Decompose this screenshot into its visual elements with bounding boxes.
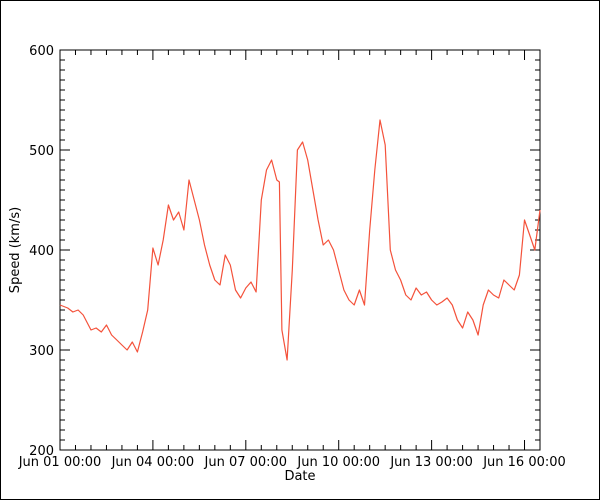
plot-border (59, 49, 541, 451)
y-tick-label: 300 (29, 344, 54, 359)
x-tick-label: Jun 07 00:00 (204, 455, 288, 470)
series-group (59, 119, 541, 361)
x-axis-ticks: Jun 01 00:00 Jun 04 00:00 Jun 07 00:00 Jun … (18, 50, 566, 470)
plot-area (59, 49, 541, 451)
x-tick-label: Jun 16 00:00 (482, 455, 566, 470)
x-tick-label: Jun 04 00:00 (111, 455, 195, 470)
y-axis-label: Speed (km/s) (8, 207, 23, 293)
y-tick-label: 600 (29, 44, 54, 59)
x-tick-label: Jun 13 00:00 (389, 455, 473, 470)
speed-series-line (59, 119, 541, 361)
y-tick-label: 500 (29, 144, 54, 159)
x-tick-label: Jun 10 00:00 (296, 455, 380, 470)
x-tick-label: Jun 01 00:00 (18, 455, 102, 470)
x-axis-label: Date (284, 469, 315, 484)
y-axis-ticks: 200 300 400 500 600 (29, 44, 540, 459)
y-tick-label: 400 (29, 244, 54, 259)
y-tick-label: 200 (29, 444, 54, 459)
